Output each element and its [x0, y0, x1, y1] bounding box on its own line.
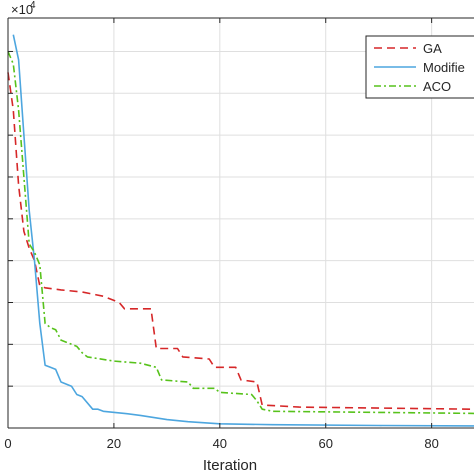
- legend-label-ga: GA: [423, 41, 442, 56]
- series-line-modifie: [12, 34, 474, 427]
- legend-label-aco: ACO: [423, 79, 451, 94]
- x-tick-label: 40: [213, 436, 227, 451]
- axes: [7, 17, 474, 429]
- legend-label-modifie: Modifie: [423, 60, 465, 75]
- y-exponent-label: ×10 4: [11, 0, 36, 17]
- y-exponent-power: 4: [30, 0, 36, 11]
- x-tick-label: 0: [4, 436, 11, 451]
- tick-labels: 0 20 40 60 80: [4, 436, 438, 451]
- series-lines: [7, 34, 474, 427]
- x-tick-label: 20: [107, 436, 121, 451]
- series-line-aco: [7, 51, 474, 415]
- series-line-ga: [7, 72, 474, 410]
- y-exponent-base: ×10: [11, 2, 33, 17]
- x-tick-label: 60: [318, 436, 332, 451]
- x-tick-label: 80: [424, 436, 438, 451]
- x-axis-label: Iteration: [203, 457, 257, 474]
- legend: GA Modifie ACO: [365, 35, 474, 99]
